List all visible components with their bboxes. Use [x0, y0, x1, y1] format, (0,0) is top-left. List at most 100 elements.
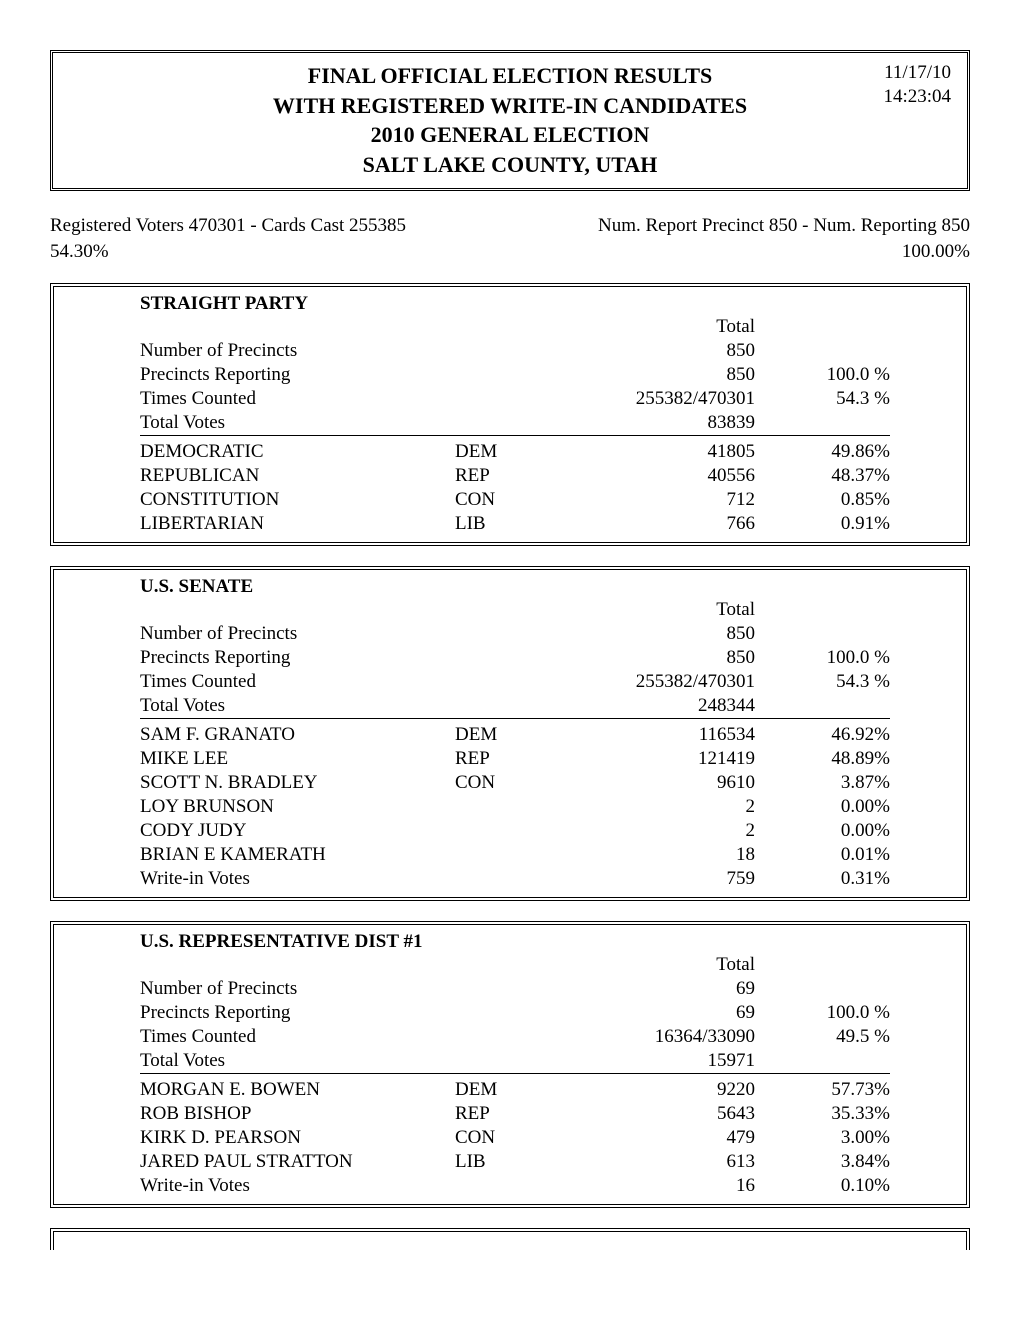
summary-row: Precincts Reporting850100.0 %	[140, 646, 890, 670]
summary-label: Precincts Reporting	[140, 363, 455, 387]
candidate-pct: 0.91%	[755, 512, 890, 536]
candidate-votes: 116534	[568, 723, 756, 747]
header-timestamp: 11/17/10 14:23:04	[883, 61, 951, 109]
candidate-pct: 0.00%	[755, 819, 890, 843]
summary-total: 255382/470301	[568, 387, 756, 411]
summary-label: Number of Precincts	[140, 977, 455, 1001]
candidate-row: MORGAN E. BOWENDEM922057.73%	[140, 1078, 890, 1102]
candidate-party	[455, 795, 568, 819]
candidate-pct: 48.89%	[755, 747, 890, 771]
candidate-name: JARED PAUL STRATTON	[140, 1150, 455, 1174]
candidate-party: LIB	[455, 512, 568, 536]
candidate-pct: 49.86%	[755, 440, 890, 464]
header-box: 11/17/10 14:23:04 FINAL OFFICIAL ELECTIO…	[50, 50, 970, 191]
summary-pct	[755, 411, 890, 436]
race-title: STRAIGHT PARTY	[140, 293, 890, 315]
candidate-votes: 40556	[568, 464, 756, 488]
candidate-name: LOY BRUNSON	[140, 795, 455, 819]
header-title: FINAL OFFICIAL ELECTION RESULTS WITH REG…	[69, 61, 951, 180]
summary-total: 850	[568, 339, 756, 363]
empty-cell	[455, 622, 568, 646]
candidate-name: CONSTITUTION	[140, 488, 455, 512]
candidate-party	[455, 843, 568, 867]
candidate-name: Write-in Votes	[140, 1174, 455, 1198]
summary-pct: 54.3 %	[755, 387, 890, 411]
empty-cell	[140, 315, 455, 339]
races-container: STRAIGHT PARTYTotalNumber of Precincts85…	[50, 283, 970, 1208]
next-race-box-partial	[50, 1228, 970, 1250]
summary-pct: 100.0 %	[755, 646, 890, 670]
race-inner: STRAIGHT PARTYTotalNumber of Precincts85…	[140, 293, 890, 536]
candidate-party: CON	[455, 771, 568, 795]
candidate-votes: 5643	[568, 1102, 756, 1126]
empty-cell	[455, 694, 568, 719]
empty-cell	[455, 387, 568, 411]
race-table: Total Number of Precincts 850Precincts Rep…	[140, 598, 890, 891]
candidate-pct: 57.73%	[755, 1078, 890, 1102]
candidate-row: REPUBLICANREP4055648.37%	[140, 464, 890, 488]
candidate-row: Write-in Votes 7590.31%	[140, 867, 890, 891]
candidate-pct: 0.85%	[755, 488, 890, 512]
summary-row: Total Votes15971	[140, 1049, 890, 1074]
candidate-row: ROB BISHOPREP564335.33%	[140, 1102, 890, 1126]
candidate-name: KIRK D. PEARSON	[140, 1126, 455, 1150]
summary-row: Times Counted255382/47030154.3 %	[140, 670, 890, 694]
candidate-pct: 46.92%	[755, 723, 890, 747]
summary-total: 850	[568, 622, 756, 646]
summary-pct: 49.5 %	[755, 1025, 890, 1049]
race-box: U.S. REPRESENTATIVE DIST #1TotalNumber o…	[50, 921, 970, 1208]
race-title: U.S. REPRESENTATIVE DIST #1	[140, 931, 890, 953]
empty-cell	[455, 1001, 568, 1025]
candidate-votes: 759	[568, 867, 756, 891]
summary-label: Total Votes	[140, 411, 455, 436]
summary-total: 83839	[568, 411, 756, 436]
candidate-name: SCOTT N. BRADLEY	[140, 771, 455, 795]
candidate-votes: 18	[568, 843, 756, 867]
candidate-party: LIB	[455, 1150, 568, 1174]
meta-row-top: Registered Voters 470301 - Cards Cast 25…	[50, 215, 970, 237]
meta-left-top: Registered Voters 470301 - Cards Cast 25…	[50, 215, 406, 237]
empty-cell	[455, 1049, 568, 1074]
summary-label: Times Counted	[140, 387, 455, 411]
summary-row: Times Counted16364/3309049.5 %	[140, 1025, 890, 1049]
meta-row-bottom: 54.30% 100.00%	[50, 241, 970, 263]
summary-row: Number of Precincts850	[140, 339, 890, 363]
summary-label: Times Counted	[140, 1025, 455, 1049]
candidate-votes: 2	[568, 795, 756, 819]
summary-pct: 54.3 %	[755, 670, 890, 694]
candidate-pct: 3.84%	[755, 1150, 890, 1174]
candidate-pct: 0.00%	[755, 795, 890, 819]
candidate-party: CON	[455, 488, 568, 512]
empty-cell	[140, 953, 455, 977]
race-inner: U.S. SENATETotalNumber of Precincts850Pr…	[140, 576, 890, 891]
empty-cell	[455, 363, 568, 387]
candidate-party: DEM	[455, 1078, 568, 1102]
summary-total: 69	[568, 1001, 756, 1025]
header-line2: WITH REGISTERED WRITE-IN CANDIDATES	[69, 91, 951, 121]
candidate-votes: 121419	[568, 747, 756, 771]
empty-cell	[755, 598, 890, 622]
candidate-name: DEMOCRATIC	[140, 440, 455, 464]
candidate-pct: 48.37%	[755, 464, 890, 488]
empty-cell	[455, 598, 568, 622]
candidate-name: CODY JUDY	[140, 819, 455, 843]
summary-label: Precincts Reporting	[140, 1001, 455, 1025]
header-date: 11/17/10	[883, 61, 951, 85]
summary-label: Number of Precincts	[140, 622, 455, 646]
summary-row: Precincts Reporting850100.0 %	[140, 363, 890, 387]
candidate-name: Write-in Votes	[140, 867, 455, 891]
summary-row: Total Votes248344	[140, 694, 890, 719]
header-line3: 2010 GENERAL ELECTION	[69, 120, 951, 150]
header-time: 14:23:04	[883, 85, 951, 109]
total-header: Total	[568, 598, 756, 622]
header-line4: SALT LAKE COUNTY, UTAH	[69, 150, 951, 180]
race-box: U.S. SENATETotalNumber of Precincts850Pr…	[50, 566, 970, 901]
candidate-party: REP	[455, 1102, 568, 1126]
race-box: STRAIGHT PARTYTotalNumber of Precincts85…	[50, 283, 970, 546]
summary-total: 255382/470301	[568, 670, 756, 694]
candidate-party	[455, 867, 568, 891]
empty-cell	[755, 953, 890, 977]
candidate-pct: 0.31%	[755, 867, 890, 891]
candidate-votes: 16	[568, 1174, 756, 1198]
summary-pct	[755, 977, 890, 1001]
